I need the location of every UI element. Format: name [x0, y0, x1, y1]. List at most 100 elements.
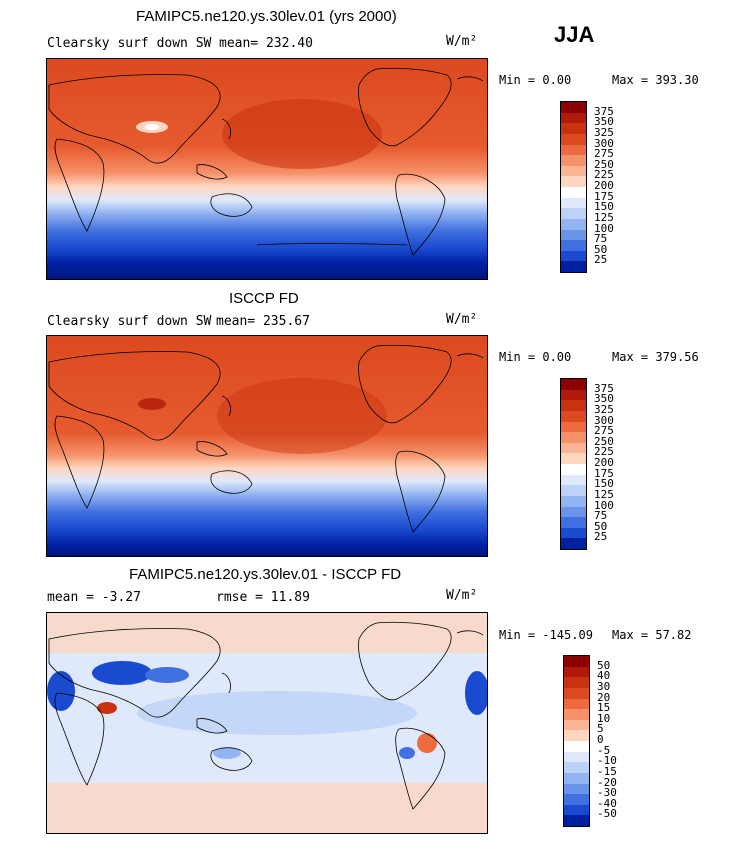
colorbar-tick-label: 375: [594, 104, 614, 118]
colorbar-swatch: [561, 240, 586, 251]
colorbar-tick-label: 275: [594, 147, 614, 161]
panel1-map: [46, 58, 488, 280]
panel1-title: FAMIPC5.ne120.ys.30lev.01 (yrs 2000): [136, 8, 397, 25]
colorbar-swatch: [561, 165, 586, 177]
colorbar-swatch: [564, 719, 589, 731]
colorbar-swatch: [561, 123, 586, 134]
colorbar-tick-label: 30: [597, 679, 611, 693]
colorbar-tick-label: 125: [594, 210, 614, 224]
panel3-colorbar: [563, 655, 590, 827]
colorbar-swatch: [561, 133, 586, 145]
panel1-max: Max = 393.30: [612, 73, 699, 87]
colorbar-swatch: [564, 698, 589, 710]
colorbar-swatch: [564, 741, 589, 752]
colorbar-tick-label: 200: [594, 179, 614, 192]
colorbar-swatch: [561, 197, 586, 209]
panel1-tibet-core: [145, 124, 159, 130]
colorbar-tick-label: -40: [597, 796, 617, 810]
colorbar-tick-label: 100: [594, 221, 614, 235]
colorbar-swatch: [561, 112, 586, 124]
colorbar-tick-label: 375: [594, 381, 614, 395]
colorbar-swatch: [561, 464, 586, 475]
colorbar-tick-label: 10: [597, 711, 611, 725]
panel2-colorbar-ticks: 375 350 325 300 275 250 225 200 175 150 125 100 75 50…: [594, 378, 634, 548]
panel3-colorbar-ticks: 50 40 30 20 15 10 5 0 -5 -10 -15 -20 -30 -40 -50: [597, 655, 637, 825]
colorbar-swatch: [564, 783, 589, 795]
colorbar-tick-label: 75: [594, 232, 608, 246]
colorbar-tick-label: 15: [597, 701, 611, 715]
panel2-colorbar: [560, 378, 587, 550]
colorbar-tick-label: 25: [594, 253, 608, 267]
panel3-map: [46, 612, 488, 834]
panel1-units: W/m²: [446, 34, 478, 49]
colorbar-swatch: [561, 218, 586, 230]
panel2-mean: mean= 235.67: [216, 314, 310, 329]
colorbar-swatch: [561, 421, 586, 433]
colorbar-swatch: [564, 794, 589, 805]
colorbar-swatch: [561, 155, 586, 166]
colorbar-swatch: [561, 474, 586, 486]
colorbar-swatch: [561, 208, 586, 219]
colorbar-swatch: [561, 432, 586, 443]
colorbar-swatch: [561, 538, 586, 549]
colorbar-tick-label: 175: [594, 189, 614, 203]
panel3-australia-blue: [213, 747, 241, 759]
colorbar-tick-label: 325: [594, 125, 614, 139]
colorbar-swatch: [564, 666, 589, 678]
colorbar-tick-label: 225: [594, 445, 614, 459]
panel3-mean: mean = -3.27: [47, 590, 141, 605]
colorbar-tick-label: -15: [597, 764, 617, 778]
colorbar-swatch: [561, 102, 586, 113]
colorbar-tick-label: 5: [597, 722, 604, 736]
panel2-map: [46, 335, 488, 557]
panel3-max: Max = 57.82: [612, 628, 692, 642]
colorbar-tick-label: 200: [594, 456, 614, 469]
colorbar-tick-label: -20: [597, 775, 617, 789]
colorbar-tick-label: 50: [594, 519, 608, 533]
colorbar-tick-label: 75: [594, 509, 608, 523]
colorbar-tick-label: -50: [597, 807, 617, 821]
panel3-sahara-blue: [92, 661, 152, 685]
panel3-min: Min = -145.09: [499, 628, 593, 642]
panel3-tropical-band: [137, 691, 417, 735]
panel2-pacific-high-region: [217, 378, 387, 454]
colorbar-tick-label: 250: [594, 434, 614, 448]
colorbar-swatch: [561, 442, 586, 454]
colorbar-tick-label: 350: [594, 392, 614, 406]
colorbar-swatch: [561, 517, 586, 528]
colorbar-swatch: [561, 229, 586, 241]
colorbar-swatch: [564, 772, 589, 784]
panel3-southam-red: [417, 733, 437, 753]
colorbar-tick-label: 100: [594, 498, 614, 512]
colorbar-swatch: [561, 144, 586, 156]
colorbar-tick-label: 325: [594, 402, 614, 416]
colorbar-tick-label: 150: [594, 477, 614, 491]
panel1-pacific-high-region: [222, 99, 382, 169]
colorbar-swatch: [561, 506, 586, 518]
panel2-tibet-highlight: [138, 398, 166, 410]
colorbar-swatch: [561, 379, 586, 390]
colorbar-tick-label: 150: [594, 200, 614, 214]
colorbar-swatch: [561, 453, 586, 464]
colorbar-swatch: [561, 485, 586, 496]
colorbar-tick-label: 350: [594, 115, 614, 129]
colorbar-swatch: [561, 187, 586, 198]
colorbar-swatch: [564, 804, 589, 816]
colorbar-tick-label: 20: [597, 690, 611, 704]
colorbar-tick-label: 25: [594, 530, 608, 544]
colorbar-tick-label: -10: [597, 754, 617, 768]
panel2-max: Max = 379.56: [612, 350, 699, 364]
colorbar-swatch: [561, 261, 586, 272]
colorbar-swatch: [561, 250, 586, 262]
panel1-mean: mean= 232.40: [219, 36, 313, 51]
colorbar-tick-label: 250: [594, 157, 614, 171]
panel2-units: W/m²: [446, 312, 478, 327]
panel1-colorbar: [560, 101, 587, 273]
colorbar-swatch: [564, 687, 589, 699]
panel2-title: ISCCP FD: [229, 290, 299, 307]
season-label: JJA: [554, 22, 595, 47]
panel2-min: Min = 0.00: [499, 350, 572, 364]
colorbar-tick-label: -5: [597, 743, 611, 757]
panel3-title: FAMIPC5.ne120.ys.30lev.01 - ISCCP FD: [129, 566, 402, 583]
panel3-africa-red: [97, 702, 117, 714]
